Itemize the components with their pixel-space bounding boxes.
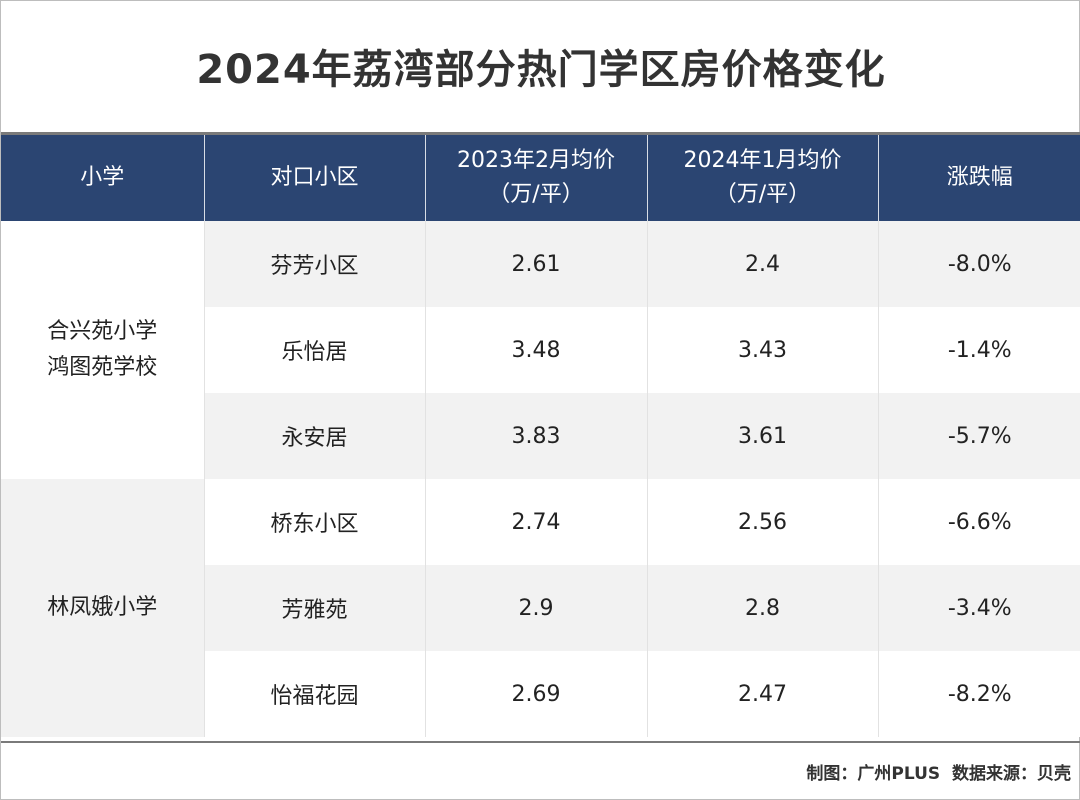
price-2023-cell: 2.9 (424, 565, 647, 651)
change-cell: -3.4% (877, 565, 1080, 651)
price-2024-cell: 2.56 (646, 479, 878, 565)
header-community-line: 对口小区 (270, 165, 359, 190)
header-school-line: 小学 (80, 165, 125, 190)
table-row: 永安居 3.83 3.61 -5.7% (1, 393, 1080, 479)
top-rule (1, 132, 1080, 135)
header-change-line: 涨跌幅 (946, 165, 1013, 190)
header-row: 小学 对口小区 2023年2月均价 （万/平） 2024年1月均价 （万/平） … (1, 135, 1080, 221)
header-price-2023-line2: （万/平） (488, 182, 584, 207)
school-cell: 林凤娥小学 (1, 479, 204, 737)
footer-source: 数据来源：贝壳 (952, 764, 1071, 784)
community-cell: 永安居 (203, 393, 425, 479)
table-row: 合兴苑小学 鸿图苑学校 芬芳小区 2.61 2.4 -8.0% (1, 221, 1080, 479)
price-2023-cell: 3.83 (424, 393, 647, 479)
community-cell: 怡福花园 (203, 651, 425, 737)
community-cell: 乐怡居 (203, 307, 425, 393)
header-price-2023: 2023年2月均价 （万/平） (424, 135, 647, 221)
header-school: 小学 (1, 135, 204, 221)
table-row: 芳雅苑 2.9 2.8 -3.4% (1, 565, 1080, 651)
chart-title: 2024年荔湾部分热门学区房价格变化 (196, 47, 886, 93)
change-cell: -6.6% (877, 479, 1080, 565)
change-cell: -1.4% (877, 307, 1080, 393)
price-2024-cell: 2.8 (646, 565, 878, 651)
school-cell: 合兴苑小学 鸿图苑学校 (1, 221, 204, 479)
change-cell: -8.2% (877, 651, 1080, 737)
price-2023-cell: 2.69 (424, 651, 647, 737)
table-row: 怡福花园 2.69 2.47 -8.2% (1, 651, 1080, 737)
header-change: 涨跌幅 (877, 135, 1080, 221)
community-cell: 芬芳小区 (203, 221, 425, 307)
change-cell: -8.0% (877, 221, 1080, 307)
price-2023-cell: 3.48 (424, 307, 647, 393)
header-price-2023-line1: 2023年2月均价 (457, 148, 615, 173)
footer-note: 制图：广州PLUS 数据来源：贝壳 (806, 759, 1071, 784)
community-cell: 芳雅苑 (203, 565, 425, 651)
change-cell: -5.7% (877, 393, 1080, 479)
price-2024-cell: 3.43 (646, 307, 878, 393)
price-table: 小学 对口小区 2023年2月均价 （万/平） 2024年1月均价 （万/平） … (1, 135, 1080, 737)
price-2024-cell: 2.4 (646, 221, 878, 307)
school-name-line: 林凤娥小学 (47, 595, 158, 620)
bottom-rule (1, 741, 1080, 743)
header-price-2024: 2024年1月均价 （万/平） (646, 135, 878, 221)
header-price-2024-line2: （万/平） (714, 182, 811, 207)
price-2024-cell: 2.47 (646, 651, 878, 737)
table-row: 林凤娥小学 桥东小区 2.74 2.56 -6.6% (1, 479, 1080, 737)
footer-credit: 制图：广州PLUS (806, 764, 941, 784)
header-price-2024-line1: 2024年1月均价 (683, 148, 842, 173)
school-name-line: 合兴苑小学 (47, 319, 158, 344)
school-name-line: 鸿图苑学校 (47, 355, 158, 380)
price-2023-cell: 2.74 (424, 479, 647, 565)
table-row: 乐怡居 3.48 3.43 -1.4% (1, 307, 1080, 393)
community-cell: 桥东小区 (203, 479, 425, 565)
header-community: 对口小区 (203, 135, 425, 221)
price-2024-cell: 3.61 (646, 393, 878, 479)
price-2023-cell: 2.61 (424, 221, 647, 307)
